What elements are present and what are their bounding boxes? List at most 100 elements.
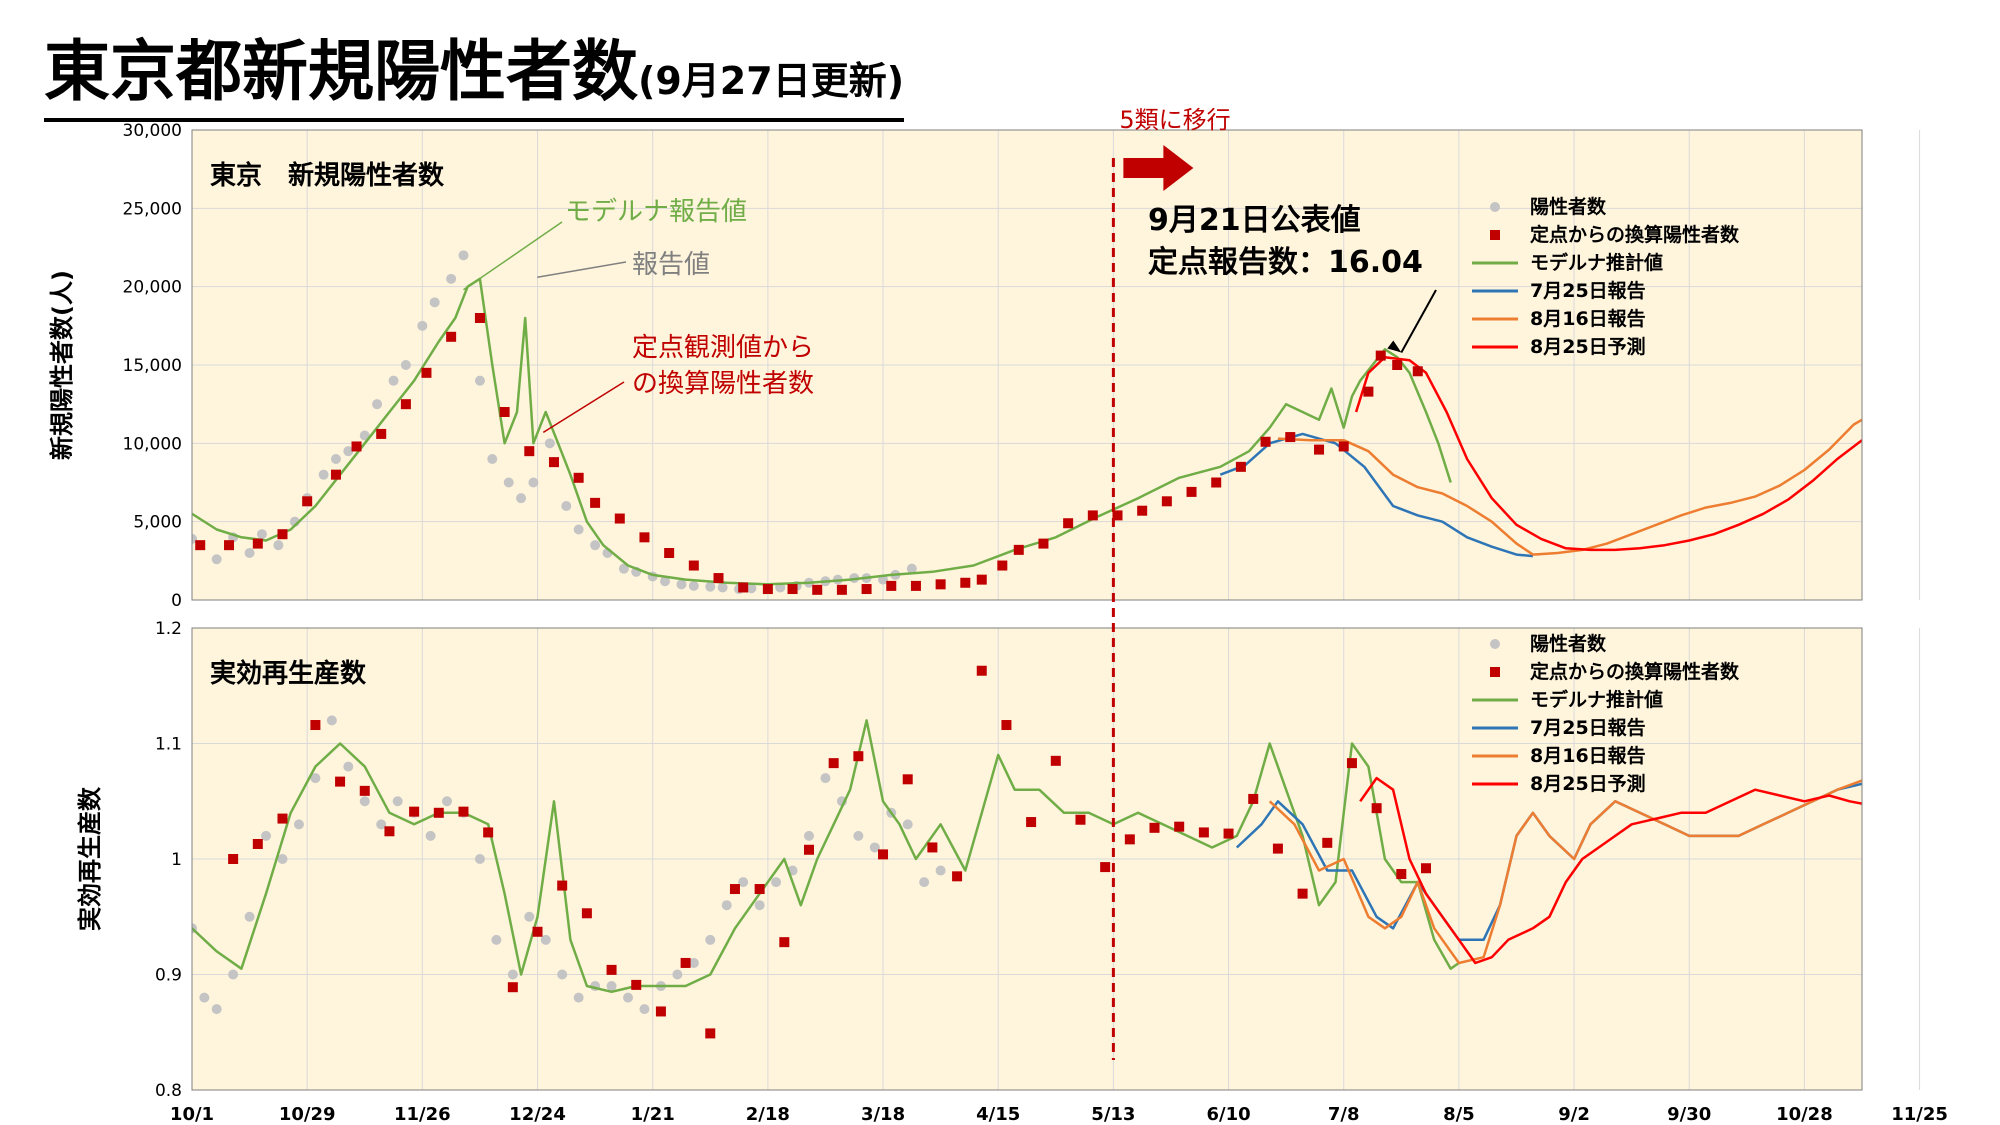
cases-converted-square: [886, 580, 897, 591]
rt-reported-point: [343, 761, 354, 772]
rt-reported-point: [293, 819, 304, 830]
cases-converted-square: [1161, 496, 1172, 507]
rt-aug25-line: [1359, 776, 1862, 965]
cases-converted-square: [836, 584, 847, 595]
rt-reported-point: [820, 773, 831, 784]
cases-reported-point: [458, 250, 469, 261]
rt-converted-square: [557, 880, 568, 891]
x-tick-label: 4/15: [976, 1104, 1020, 1125]
x-tick-label: 11/25: [1891, 1104, 1948, 1125]
cases-converted-square: [1285, 432, 1296, 443]
cases-reported-point: [474, 375, 485, 386]
rt-reported-point: [639, 1004, 650, 1015]
cases-converted-square: [1260, 436, 1271, 447]
cases-converted-square: [1363, 386, 1374, 397]
cases-reported-point: [717, 582, 728, 593]
cases-reported-point: [330, 454, 341, 464]
rt-reported-point: [540, 934, 551, 945]
cases-reported-point: [705, 581, 716, 592]
rt-converted-square: [1198, 827, 1209, 838]
rt-reported-point: [211, 1004, 222, 1015]
cases-reported-point: [417, 320, 428, 331]
rt-reported-point: [623, 992, 634, 1003]
rt-converted-square: [1223, 828, 1234, 839]
cases-legend-swatch: [1490, 202, 1500, 212]
page-title: 東京都新規陽性者数(9月27日更新): [44, 18, 905, 122]
cases-y-tick-label: 20,000: [123, 278, 182, 298]
rt-reported-point: [244, 911, 255, 922]
rt-converted-square: [359, 785, 370, 796]
rt-converted-square: [581, 908, 592, 919]
latest-value-line2: 定点報告数：16.04: [1148, 245, 1423, 280]
latest-leader-arrowhead: [1387, 340, 1402, 353]
converted-annotation-line1: 定点観測値から: [632, 333, 814, 363]
rt-y-tick-label: 0.8: [155, 1081, 182, 1101]
cases-reported-point: [211, 554, 222, 565]
rt-reported-point: [326, 715, 337, 726]
cases-converted-square: [277, 529, 288, 540]
rt-reported-point: [705, 934, 716, 945]
rt-converted-square: [1174, 821, 1185, 832]
rt-legend-label: 8月16日報告: [1530, 744, 1646, 767]
cases-converted-square: [351, 441, 362, 452]
cases-y-tick-label: 30,000: [123, 121, 182, 141]
x-tick-label: 8/5: [1443, 1104, 1475, 1125]
cases-converted-square: [1392, 360, 1403, 370]
rt-reported-point: [803, 830, 814, 841]
cases-converted-square: [1186, 486, 1197, 497]
x-tick-label: 10/28: [1776, 1104, 1833, 1125]
cases-converted-square: [935, 579, 946, 590]
rt-converted-square: [228, 854, 239, 864]
rt-y-axis-title: 実効再生産数: [76, 786, 104, 931]
rt-converted-square: [729, 884, 740, 895]
rt-reported-point: [474, 854, 485, 864]
cases-converted-square: [590, 497, 601, 508]
rt-converted-square: [705, 1028, 716, 1039]
x-tick-label: 7/8: [1328, 1104, 1360, 1125]
rt-reported-point: [310, 773, 321, 784]
cases-reported-point: [244, 548, 255, 558]
rt-y-tick-label: 0.9: [155, 966, 182, 986]
cases-converted-square: [1412, 366, 1423, 377]
cases-converted-square: [376, 428, 387, 439]
cases-converted-square: [1063, 518, 1074, 529]
cases-converted-square: [812, 584, 823, 595]
cases-converted-square: [548, 457, 559, 468]
rt-reported-point: [524, 911, 535, 922]
x-tick-label: 3/18: [861, 1104, 905, 1125]
moderna-annotation: モデルナ報告値: [565, 197, 747, 227]
cases-reported-point: [590, 540, 601, 551]
rt-converted-square: [483, 827, 494, 838]
latest-leader-line: [1400, 289, 1437, 353]
rt-converted-square: [1322, 837, 1333, 848]
rt-reported-point: [754, 900, 765, 911]
rt-converted-square: [1248, 793, 1259, 804]
rt-converted-square: [1346, 758, 1357, 769]
x-tick-label: 10/29: [279, 1104, 336, 1125]
rt-converted-square: [878, 849, 889, 860]
cases-reported-point: [372, 399, 383, 410]
title-main: 東京都新規陽性者数: [44, 33, 638, 110]
cases-panel-title: 東京 新規陽性者数: [210, 160, 445, 191]
cases-converted-square: [1137, 505, 1148, 516]
transition-arrow: [1123, 145, 1194, 191]
rt-reported-point: [261, 830, 272, 841]
cases-reported-point: [516, 493, 527, 504]
rt-reported-point: [869, 842, 880, 853]
cases-reported-point: [487, 454, 498, 464]
transition-label: 5類に移行: [1119, 106, 1230, 134]
cases-converted-square: [224, 540, 235, 551]
rt-converted-square: [1100, 862, 1111, 873]
cases-plot-border: [191, 129, 1863, 601]
rt-converted-square: [976, 665, 987, 676]
rt-converted-square: [1050, 755, 1061, 766]
cases-y-tick-label: 0: [171, 591, 182, 611]
rt-converted-square: [631, 979, 642, 990]
x-tick-label: 2/18: [746, 1104, 790, 1125]
rt-reported-point: [573, 992, 584, 1003]
cases-y-axis-title: 新規陽性者数(人): [48, 270, 76, 460]
rt-converted-square: [433, 807, 444, 818]
rt-converted-square: [1396, 869, 1407, 880]
cases-converted-square: [195, 540, 206, 551]
cases-converted-square: [499, 407, 510, 417]
